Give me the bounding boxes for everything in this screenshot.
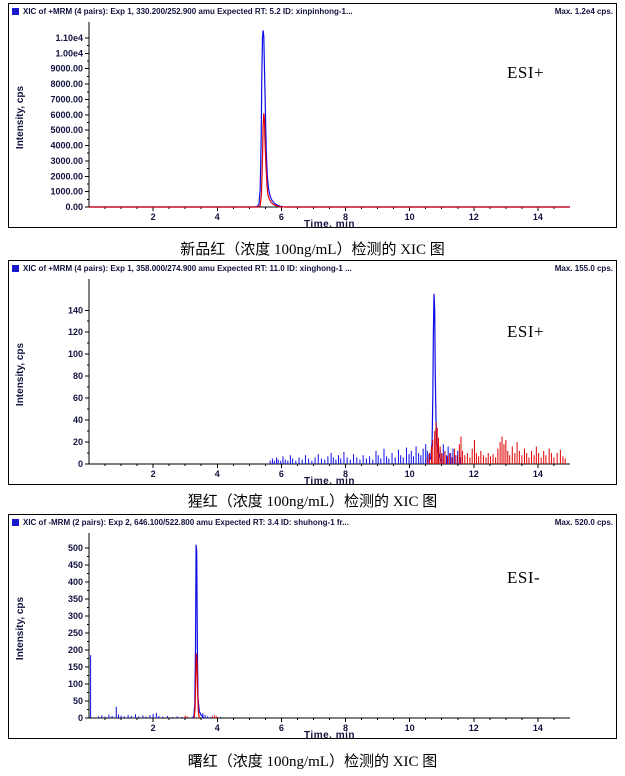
max-intensity-label: Max. 155.0 cps.: [554, 264, 613, 273]
svg-text:12: 12: [469, 469, 479, 479]
esi-mode-label: ESI+: [507, 322, 544, 341]
svg-text:1.10e4: 1.10e4: [55, 33, 83, 43]
svg-text:14: 14: [533, 212, 543, 222]
svg-text:5000.00: 5000.00: [50, 125, 83, 135]
svg-text:2: 2: [151, 723, 156, 733]
chart-title: XIC of +MRM (4 pairs): Exp 1, 358.000/27…: [23, 264, 352, 273]
chromatogram-panel-xinpinhong: XIC of +MRM (4 pairs): Exp 1, 330.200/25…: [8, 3, 617, 228]
svg-text:0: 0: [78, 713, 83, 723]
svg-text:Time, min: Time, min: [304, 730, 355, 739]
svg-text:4: 4: [215, 212, 220, 222]
svg-text:0.00: 0.00: [65, 202, 83, 212]
trace-legend-square-icon: [12, 8, 19, 15]
svg-text:400: 400: [68, 577, 83, 587]
svg-text:6: 6: [279, 723, 284, 733]
chromatogram-panel-shuhong: XIC of -MRM (2 pairs): Exp 2, 646.100/52…: [8, 514, 617, 739]
svg-text:100: 100: [68, 349, 83, 359]
svg-text:Intensity, cps: Intensity, cps: [15, 85, 26, 149]
svg-text:14: 14: [533, 469, 543, 479]
svg-text:Intensity, cps: Intensity, cps: [15, 342, 26, 406]
svg-text:8: 8: [343, 723, 348, 733]
caption-xinpinhong: 新品红（浓度 100ng/mL）检测的 XIC 图: [180, 242, 445, 258]
svg-text:1000.00: 1000.00: [50, 187, 83, 197]
max-intensity-label: Max. 1.2e4 cps.: [554, 7, 613, 16]
xic-chart-shuhong: 0 50 100 150 200 250 300 350 400 450 500 2 4 6 8 10 12 14…: [15, 533, 570, 739]
svg-text:300: 300: [68, 611, 83, 621]
svg-text:9000.00: 9000.00: [50, 64, 83, 74]
chart-title: XIC of +MRM (4 pairs): Exp 1, 330.200/25…: [23, 7, 353, 16]
svg-text:500: 500: [68, 543, 83, 553]
svg-text:4: 4: [215, 469, 220, 479]
chart-title: XIC of -MRM (2 pairs): Exp 2, 646.100/52…: [23, 518, 349, 527]
svg-text:10: 10: [405, 212, 415, 222]
svg-text:4: 4: [215, 723, 220, 733]
chart-header: XIC of +MRM (4 pairs): Exp 1, 330.200/25…: [9, 4, 616, 18]
svg-text:10: 10: [405, 469, 415, 479]
chart-header: XIC of +MRM (4 pairs): Exp 1, 358.000/27…: [9, 261, 616, 275]
svg-text:350: 350: [68, 594, 83, 604]
svg-text:14: 14: [533, 723, 543, 733]
svg-text:6: 6: [279, 212, 284, 222]
svg-text:120: 120: [68, 327, 83, 337]
caption-xinghong: 猩红（浓度 100ng/mL）检测的 XIC 图: [187, 494, 438, 510]
svg-text:3000.00: 3000.00: [50, 156, 83, 166]
svg-text:1.00e4: 1.00e4: [55, 48, 83, 58]
svg-text:7000.00: 7000.00: [50, 94, 83, 104]
svg-text:2: 2: [151, 212, 156, 222]
xic-chart-xinpinhong: 0.00 1000.00 2000.00 3000.00 4000.00 5000.00 6…: [15, 22, 570, 228]
svg-text:100: 100: [68, 679, 83, 689]
svg-text:8: 8: [343, 212, 348, 222]
svg-text:40: 40: [73, 415, 83, 425]
svg-text:Intensity, cps: Intensity, cps: [15, 596, 26, 660]
svg-text:20: 20: [73, 437, 83, 447]
esi-mode-label: ESI+: [507, 63, 544, 82]
esi-mode-label: ESI-: [507, 568, 540, 587]
svg-text:150: 150: [68, 662, 83, 672]
svg-text:60: 60: [73, 393, 83, 403]
svg-text:0: 0: [78, 459, 83, 469]
chromatogram-panel-xinghong: XIC of +MRM (4 pairs): Exp 1, 358.000/27…: [8, 260, 617, 485]
svg-text:6000.00: 6000.00: [50, 110, 83, 120]
svg-text:8000.00: 8000.00: [50, 79, 83, 89]
trace-legend-square-icon: [12, 519, 19, 526]
svg-text:450: 450: [68, 560, 83, 570]
svg-text:4000.00: 4000.00: [50, 141, 83, 151]
svg-text:250: 250: [68, 628, 83, 638]
trace-legend-square-icon: [12, 265, 19, 272]
chart-header: XIC of -MRM (2 pairs): Exp 2, 646.100/52…: [9, 515, 616, 529]
svg-text:Time, min: Time, min: [304, 219, 355, 228]
svg-text:2: 2: [151, 469, 156, 479]
svg-text:200: 200: [68, 645, 83, 655]
svg-text:12: 12: [469, 723, 479, 733]
svg-text:2000.00: 2000.00: [50, 171, 83, 181]
svg-text:8: 8: [343, 469, 348, 479]
svg-text:10: 10: [405, 723, 415, 733]
svg-text:Time, min: Time, min: [304, 476, 355, 485]
max-intensity-label: Max. 520.0 cps.: [554, 518, 613, 527]
xic-chart-xinghong: 0 20 40 60 80 100 120 140 2 4 6 8 10 12 14 Time, min Int…: [15, 279, 570, 485]
caption-shuhong: 曙红（浓度 100ng/mL）检测的 XIC 图: [187, 754, 438, 770]
svg-text:80: 80: [73, 371, 83, 381]
svg-text:50: 50: [73, 696, 83, 706]
svg-text:12: 12: [469, 212, 479, 222]
svg-text:140: 140: [68, 305, 83, 315]
svg-text:6: 6: [279, 469, 284, 479]
